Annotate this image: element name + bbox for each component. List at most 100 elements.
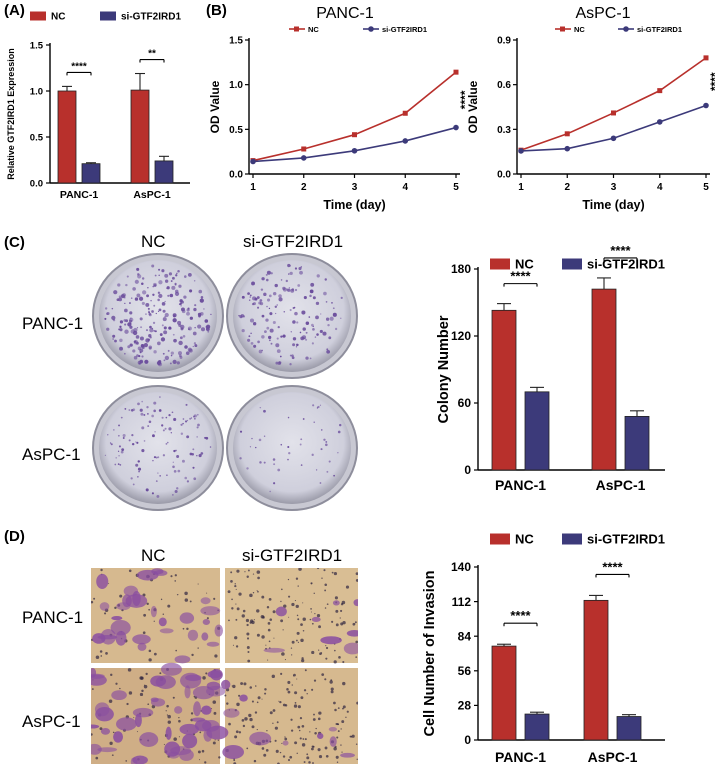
chart-title: AsPC-1: [575, 5, 630, 22]
y-axis-label: Relative GTF2IRD1 Expression: [6, 48, 16, 180]
data-point: [703, 102, 709, 109]
y-tick-label: 0.5: [229, 125, 243, 136]
chart-c-colony: NC si-GTF2IRD1 0 60 120 180 Colony Number PANC-…: [436, 245, 665, 493]
y-tick-label: 1.0: [229, 80, 243, 91]
y-tick-label: 1.0: [30, 86, 43, 97]
x-axis-label: Time (day): [323, 198, 385, 212]
x-tick-label: AsPC-1: [133, 189, 171, 201]
y-tick-label: 140: [451, 560, 471, 574]
panel-label-b: (B): [206, 2, 227, 19]
y-tick-label: 0.0: [497, 170, 511, 181]
legend-swatch-0: [490, 258, 510, 270]
x-tick-label: AsPC-1: [596, 477, 646, 493]
legend-label-1: si-GTF2IRD1: [382, 25, 427, 34]
x-tick-label: 4: [402, 182, 408, 193]
bar-panc1-0: [57, 90, 77, 184]
y-tick-label: 0.6: [497, 80, 511, 91]
panel-label-a: (A): [4, 2, 25, 19]
bar-aspc1-1: [154, 160, 174, 184]
significance-stars: **: [148, 49, 156, 60]
colony-col-label-si: si-GTF2IRD1: [243, 232, 344, 251]
data-point: [564, 145, 571, 152]
y-tick-label: 0.0: [229, 170, 243, 181]
chart-title: PANC-1: [316, 5, 374, 22]
chart-d-invasion: NC si-GTF2IRD1 0 28 56 84 112 140 Cell Number of…: [422, 532, 665, 765]
invasion-col-label-nc: NC: [141, 546, 166, 565]
data-point: [703, 55, 709, 61]
y-tick-label: 56: [458, 664, 472, 678]
legend-marker-0: [560, 26, 565, 32]
data-point: [453, 124, 459, 131]
series-line-0: [252, 71, 457, 162]
bar-aspc1-1: [624, 415, 650, 471]
bar-panc1-1: [81, 163, 101, 184]
y-tick-label: 0.5: [30, 132, 44, 143]
data-point: [301, 146, 307, 152]
invasion-row-label-aspc1: AsPC-1: [22, 712, 81, 731]
x-tick-label: PANC-1: [495, 477, 546, 493]
y-tick-label: 1.5: [229, 36, 243, 47]
data-point: [402, 138, 409, 144]
y-tick-label: 1.5: [30, 40, 44, 51]
significance-stars: ****: [458, 90, 465, 109]
y-tick-label: 28: [458, 699, 472, 713]
data-point: [352, 132, 357, 138]
data-point: [610, 135, 617, 142]
colony-dish-si-panc1: [226, 253, 358, 379]
data-point: [657, 88, 663, 94]
y-tick-label: 180: [451, 262, 471, 276]
colony-dish-photos: [92, 253, 358, 511]
panel-label-c: (C): [4, 234, 25, 251]
colony-dish-nc-panc1: [92, 253, 224, 379]
significance-stars: ****: [510, 269, 531, 284]
legend-swatch-1: [100, 11, 116, 21]
data-point: [611, 110, 616, 116]
legend-swatch-0: [490, 533, 510, 545]
y-tick-label: 0.3: [497, 125, 511, 136]
x-tick-label: AsPC-1: [588, 749, 638, 765]
data-point: [351, 147, 358, 154]
x-axis-label: Time (day): [582, 198, 644, 212]
legend-swatch-1: [562, 533, 582, 545]
x-tick-label: 4: [657, 182, 663, 193]
colony-dish-nc-aspc1: [92, 385, 224, 511]
legend-label-0: NC: [574, 25, 585, 34]
x-tick-label: 2: [564, 182, 570, 193]
chart-b-panc1-od: PANC-1 NC si-GTF2IRD1 0.0 0.5 1.0 1.5 1 2 3 4 5 Time…: [208, 5, 465, 212]
legend-label-0: NC: [515, 257, 534, 272]
bar-panc1-1: [524, 713, 550, 741]
data-point: [564, 131, 570, 137]
data-point: [656, 119, 663, 125]
significance-stars: ****: [708, 72, 720, 91]
x-tick-label: 2: [301, 182, 307, 193]
y-tick-label: 120: [451, 329, 471, 343]
legend-marker-0: [294, 26, 299, 32]
legend-label-1: si-GTF2IRD1: [587, 532, 665, 547]
colony-col-label-nc: NC: [141, 232, 166, 251]
legend-label-1: si-GTF2IRD1: [637, 25, 682, 34]
y-tick-label: 84: [458, 629, 472, 643]
bar-aspc1-1: [616, 716, 642, 741]
y-tick-label: 0: [464, 733, 471, 747]
invasion-micrographs: [91, 568, 358, 764]
bar-panc1-0: [491, 309, 517, 471]
colony-row-label-panc1: PANC-1: [22, 314, 84, 333]
significance-stars: ****: [71, 61, 87, 72]
y-tick-label: 0: [464, 463, 471, 477]
legend-label-0: NC: [308, 25, 319, 34]
y-tick-label: 0.9: [497, 36, 511, 47]
chart-a-expression: NC si-GTF2IRD1 0.0 0.5 1.0 1.5 Relative GTF2IR…: [6, 11, 190, 201]
y-axis-label: OD Value: [208, 80, 222, 133]
x-tick-label: 5: [453, 182, 459, 193]
x-tick-label: PANC-1: [60, 189, 98, 201]
y-tick-label: 112: [452, 595, 472, 609]
legend-swatch-1: [562, 258, 582, 270]
invasion-col-label-si: si-GTF2IRD1: [242, 546, 343, 565]
data-point: [250, 158, 256, 165]
legend-label-0: NC: [515, 532, 534, 547]
x-tick-label: 5: [703, 182, 709, 193]
bar-aspc1-0: [591, 288, 617, 471]
colony-row-label-aspc1: AsPC-1: [22, 445, 81, 464]
legend-marker-1: [368, 26, 374, 32]
